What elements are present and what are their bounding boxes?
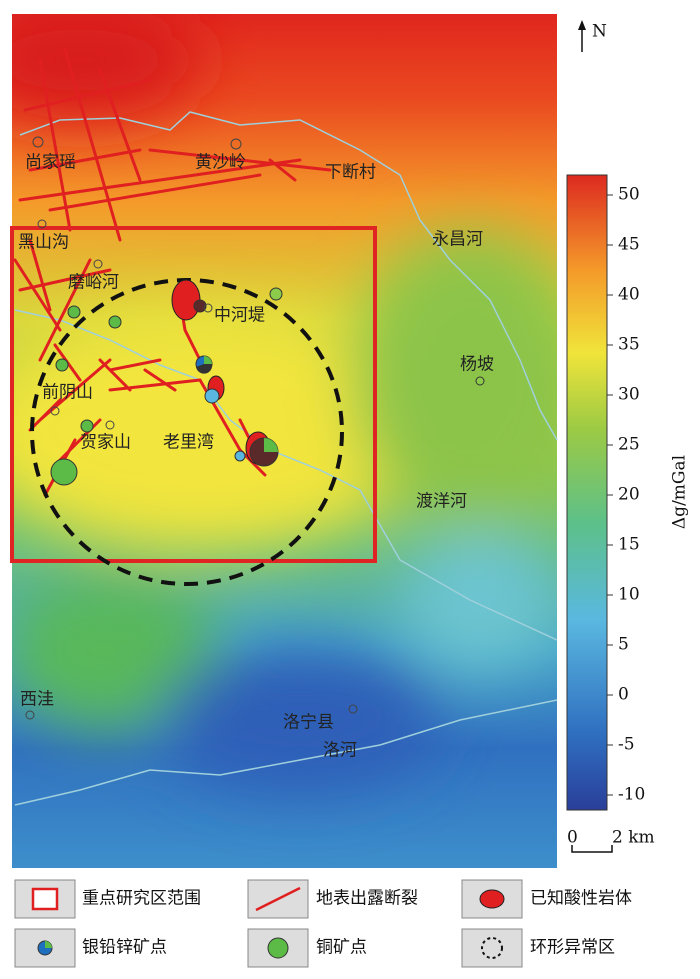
rivers [14, 111, 558, 806]
village-markers [25, 136, 358, 720]
place-label: 下断村 [325, 163, 376, 183]
legend-label: 环形异常区 [530, 938, 615, 958]
colorbar-tick-label: 10 [618, 585, 640, 605]
legend-icon [481, 937, 503, 959]
map: 尚家瑶 黄沙岭下断村黑山沟 永昌河磨峪河中河堤杨坡前阴山贺家山 老里湾渡洋河西洼洛宁县… [10, 14, 558, 868]
place-label: 尚家瑶 [25, 153, 76, 173]
colorbar-tick-label: -10 [618, 785, 645, 805]
colorbar-tick-label: -5 [618, 735, 635, 755]
place-label: 老里湾 [163, 433, 214, 453]
scale-bar-line [571, 845, 613, 853]
legend: 重点研究区范围 地表出露断裂 已知酸性岩体 银铅锌矿点 铜矿点 环形异常区 [14, 879, 632, 968]
colorbar-tick-label: 45 [618, 235, 640, 255]
colorbar-ramp [566, 174, 608, 811]
north-arrow-head [578, 20, 586, 30]
legend-box [461, 928, 523, 968]
place-label: 洛河 [323, 741, 357, 761]
colorbar-tick-label: 15 [618, 535, 640, 555]
study-area [10, 226, 377, 563]
place-labels: 尚家瑶 黄沙岭下断村黑山沟 永昌河磨峪河中河堤杨坡前阴山贺家山 老里湾渡洋河西洼洛宁县… [18, 153, 494, 761]
legend-icon [479, 889, 505, 909]
legend-label: 地表出露断裂 [316, 889, 418, 909]
place-label: 磨峪河 [68, 273, 119, 293]
place-label: 中河堤 [214, 306, 265, 326]
colorbar-tick-label: 35 [618, 335, 640, 355]
colorbar-tick-label: 25 [618, 435, 640, 455]
place-label: 渡洋河 [416, 492, 467, 512]
place-label: 前阴山 [42, 383, 93, 403]
colorbar-tick-label: 30 [618, 385, 640, 405]
legend-icon [31, 887, 59, 911]
ag-pb-zn-points [193, 299, 279, 467]
colorbar-tick-label: 0 [618, 685, 629, 705]
scale-start: 0 [567, 828, 578, 848]
colorbar-tick-label: 20 [618, 485, 640, 505]
place-label: 黄沙岭 [195, 153, 246, 173]
legend-icon [267, 937, 289, 959]
legend-icon [255, 886, 301, 912]
place-label: 西洼 [20, 690, 54, 710]
north-label: N [592, 22, 607, 42]
legend-label: 铜矿点 [316, 938, 367, 958]
legend-label: 已知酸性岩体 [530, 889, 632, 909]
colorbar-tick-label: 40 [618, 285, 640, 305]
colorbar-label: Δg/mGal [670, 455, 690, 529]
copper-points [50, 287, 485, 486]
place-label: 洛宁县 [283, 713, 334, 733]
scale-label: 2 km [612, 828, 655, 848]
legend-label: 重点研究区范围 [82, 889, 201, 909]
colorbar: Δg/mGal -10 -5 0 5 10 15 20 25 30 35 40 45 50 [566, 174, 690, 811]
place-label: 永昌河 [432, 230, 483, 250]
north-arrow: N [578, 20, 607, 52]
legend-label: 银铅锌矿点 [82, 938, 167, 958]
colorbar-tick-label: 5 [618, 635, 629, 655]
place-label: 贺家山 [80, 433, 131, 453]
place-label: 黑山沟 [18, 233, 69, 253]
legend-icon [45, 941, 52, 948]
place-label: 杨坡 [460, 355, 494, 375]
scale-bar: 0 2 km [567, 828, 655, 853]
colorbar-tick-label: 50 [618, 185, 640, 205]
